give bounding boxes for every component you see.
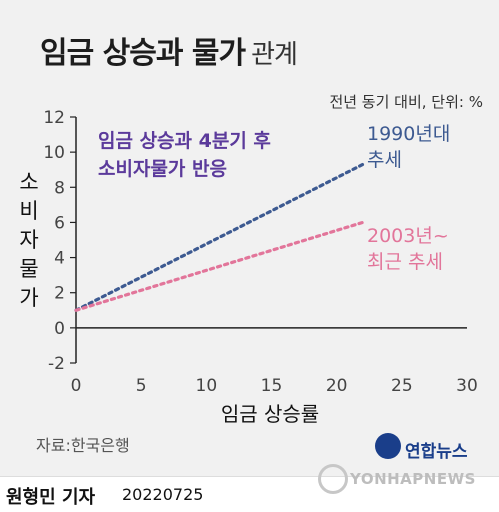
x-tick-label: 20 [326,376,348,396]
y-tick-label: -2 [48,354,65,374]
chart-area: -2 0 2 4 6 8 10 12 0 5 10 15 20 25 30 1990년대 추세 2003년~ 최근… [43,108,478,396]
chart-annotation: 임금 상승과 4분기 후 소비자물가 반응 [98,130,271,180]
x-tick-label: 0 [71,376,82,396]
chart-title: 임금 상승과 물가 [40,36,246,71]
unit-note: 전년 동기 대비, 단위: % [329,93,483,111]
x-tick-label: 15 [261,376,283,396]
watermark-text: YONHAPNEWS [350,470,476,488]
series-label-1990s: 1990년대 추세 [367,123,450,171]
series-line-1990s [74,162,365,312]
y-tick-label: 4 [54,249,65,269]
watermark-icon [318,464,348,494]
logo-text: 연합뉴스 [405,442,468,462]
y-axis-label: 소 비 자 물 가 [19,170,39,310]
x-tick-label: 30 [456,376,478,396]
y-tick-label: 12 [43,108,65,128]
series-line-2003-recent [74,220,365,312]
x-tick-label: 25 [391,376,413,396]
x-axis-label: 임금 상승률 [220,402,320,426]
x-tick-label: 5 [136,376,147,396]
y-tick-label: 0 [54,319,65,339]
source-note: 자료:한국은행 [36,436,130,455]
author: 원형민 기자 [6,487,96,508]
y-tick-label: 10 [43,143,65,163]
x-tick-label: 10 [196,376,218,396]
y-tick-label: 6 [54,213,65,233]
series-label-2003-recent: 2003년~ 최근 추세 [367,225,449,273]
credit-bar [0,476,499,512]
y-tick-label: 2 [54,284,65,304]
yonhap-logo-icon [375,433,401,459]
chart-subtitle: 관계 [251,40,298,70]
date: 20220725 [122,485,204,504]
y-tick-label: 8 [54,178,65,198]
title-row: 임금 상승과 물가 관계 [40,28,298,72]
